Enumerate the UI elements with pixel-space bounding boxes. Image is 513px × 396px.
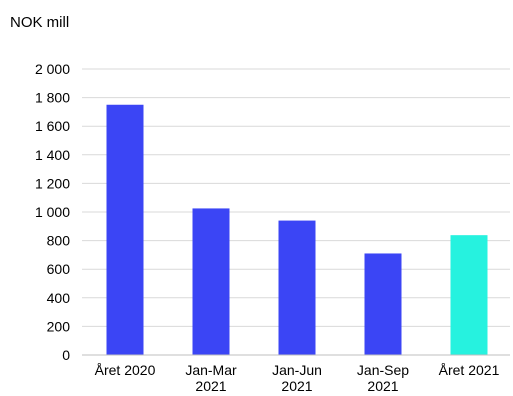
y-tick-label: 1 600: [35, 118, 70, 134]
y-tick-label: 200: [47, 318, 71, 334]
y-tick-label: 1 200: [35, 175, 70, 191]
bar: [364, 253, 402, 355]
bar: [192, 208, 230, 355]
x-tick-label: 2021: [281, 378, 312, 394]
x-tick-label: 2021: [195, 378, 226, 394]
bar: [278, 220, 316, 355]
bar: [450, 235, 488, 355]
y-tick-label: 0: [62, 347, 70, 363]
x-tick-label: Året 2020: [95, 362, 156, 378]
x-tick-labels: Året 2020 Jan-Mar2021Jan-Jun2021Jan-Sep20…: [95, 362, 500, 394]
bar: [106, 104, 144, 355]
y-tick-label: 1 400: [35, 147, 70, 163]
y-tick-label: 800: [47, 233, 71, 249]
unit-label: NOK mill: [10, 14, 69, 31]
x-tick-label: Jan-Mar: [185, 362, 237, 378]
x-tick-label: Året 2021: [439, 362, 500, 378]
bars: [106, 104, 488, 355]
y-tick-label: 2 000: [35, 61, 70, 77]
y-tick-labels: 0 200 400 600 800 1 000 1 200 1 400 1 600 1 800 2 …: [35, 61, 70, 363]
gridlines: [82, 68, 510, 327]
y-tick-label: 400: [47, 290, 71, 306]
y-tick-label: 1 000: [35, 204, 70, 220]
x-tick-label: Jan-Sep: [357, 362, 409, 378]
x-tick-label: Jan-Jun: [272, 362, 322, 378]
x-tick-label: 2021: [367, 378, 398, 394]
y-tick-label: 600: [47, 261, 71, 277]
y-tick-label: 1 800: [35, 90, 70, 106]
